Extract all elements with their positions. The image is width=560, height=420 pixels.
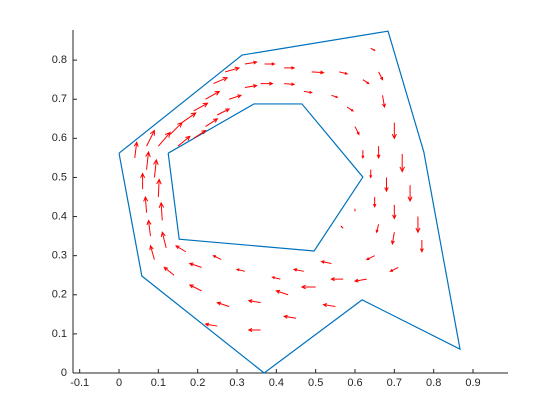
arrow [415, 216, 421, 234]
arrow [340, 225, 344, 229]
x-tick-label: 0.4 [269, 377, 284, 389]
arrow [284, 82, 296, 86]
arrow [362, 79, 370, 85]
arrow [244, 60, 258, 65]
x-tick-label: 0 [116, 377, 122, 389]
arrow [300, 284, 316, 290]
arrow [225, 66, 241, 73]
arrow [375, 224, 380, 234]
arrow [193, 129, 207, 139]
arrow [311, 70, 325, 75]
arrow [369, 169, 373, 179]
x-tick-label: 0.9 [465, 377, 480, 389]
arrow [283, 314, 297, 319]
x-tick-label: 0.5 [308, 377, 323, 389]
arrow [145, 150, 151, 170]
y-tick-label: 0.1 [52, 328, 67, 340]
arrow [303, 90, 313, 94]
arrow [320, 260, 332, 264]
y-tick-label: 0.4 [52, 210, 67, 222]
arrow [205, 118, 219, 128]
arrow [365, 255, 375, 261]
arrow [354, 126, 360, 136]
arrow [177, 135, 191, 147]
arrow [157, 131, 171, 147]
y-tick-label: 0 [61, 367, 67, 379]
arrow [378, 71, 384, 81]
y-tick-label: 0.8 [52, 54, 67, 66]
arrow [188, 284, 202, 292]
y-tick-label: 0.5 [52, 171, 67, 183]
arrow [419, 240, 424, 253]
arrow [275, 289, 289, 296]
arrow [354, 208, 356, 212]
x-tick-label: 0.2 [190, 377, 205, 389]
arrow [205, 90, 221, 100]
arrow [391, 122, 397, 140]
arrow [292, 268, 304, 272]
y-tick-label: 0.6 [52, 132, 67, 144]
arrow [143, 195, 149, 213]
arrow [133, 141, 139, 158]
arrow [260, 81, 274, 86]
arrow [353, 278, 367, 283]
arrow [213, 77, 229, 85]
arrow [247, 299, 261, 304]
arrow [153, 158, 159, 178]
x-tick-label: 0.1 [151, 377, 166, 389]
arrow [158, 201, 165, 221]
arrow [217, 108, 231, 116]
arrow [169, 121, 183, 135]
boundary [118, 30, 461, 374]
arrow [163, 266, 175, 276]
arrow [322, 303, 336, 308]
x-tick-label: -0.1 [70, 377, 89, 389]
arrow [264, 62, 276, 66]
x-tick-label: 0.7 [387, 377, 402, 389]
arrow [146, 219, 152, 237]
arrow [228, 94, 243, 100]
arrow [392, 204, 397, 220]
arrow [149, 244, 155, 260]
arrow [156, 178, 162, 198]
arrow [188, 262, 202, 268]
arrow [339, 71, 349, 75]
arrow [247, 327, 261, 332]
arrow [212, 255, 222, 261]
arrow [390, 232, 395, 246]
y-tick-label: 0.7 [52, 93, 67, 105]
arrow [370, 47, 376, 51]
x-tick-label: 0.6 [347, 377, 362, 389]
arrow [330, 277, 344, 282]
y-tick-label: 0.2 [52, 289, 67, 301]
x-tick-label: 0.8 [426, 377, 441, 389]
arrow [181, 112, 197, 124]
arrow [216, 301, 230, 307]
arrow [384, 177, 389, 193]
arrow [372, 197, 377, 208]
arrow [361, 150, 365, 160]
arrow [235, 268, 245, 272]
y-tick-label: 0.3 [52, 250, 67, 262]
arrow [271, 276, 281, 280]
arrow [382, 95, 386, 109]
arrow [244, 84, 258, 89]
x-tick-label: 0.3 [229, 377, 244, 389]
arrow [193, 102, 209, 112]
arrow [284, 66, 296, 70]
arrow [389, 266, 399, 272]
arrow [146, 129, 155, 147]
arrow [407, 185, 413, 203]
arrow [331, 94, 339, 99]
arrow [204, 322, 218, 327]
boundary [167, 103, 364, 252]
arrow [346, 106, 354, 112]
arrow [140, 172, 146, 190]
arrow [399, 153, 405, 173]
arrow [160, 231, 167, 248]
arrow [376, 146, 381, 160]
arrow [175, 245, 187, 253]
